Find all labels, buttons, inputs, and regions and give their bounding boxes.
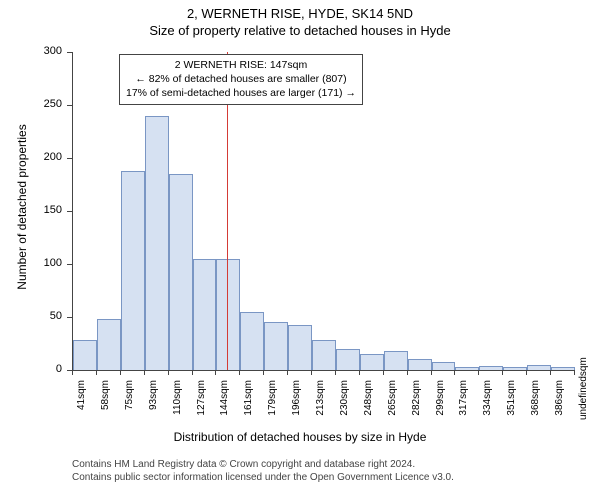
histogram-bar [288, 325, 312, 370]
x-tick-label: 386sqm [554, 380, 565, 420]
x-tick-mark [311, 370, 312, 375]
y-tick-label: 150 [0, 204, 62, 216]
annotation-box: 2 WERNETH RISE: 147sqm← 82% of detached … [119, 54, 363, 105]
x-tick-mark [168, 370, 169, 375]
x-tick-mark [72, 370, 73, 375]
histogram-bar [432, 362, 456, 370]
x-tick-label: 179sqm [267, 380, 278, 420]
histogram-bar [216, 259, 240, 370]
histogram-bar [97, 319, 121, 370]
footnote: Contains HM Land Registry data © Crown c… [72, 458, 454, 484]
histogram-bar [479, 366, 503, 370]
x-tick-label: 144sqm [219, 380, 230, 420]
x-tick-label: 299sqm [435, 380, 446, 420]
histogram-bar [503, 367, 527, 370]
y-tick-mark [67, 264, 72, 265]
annotation-line: 2 WERNETH RISE: 147sqm [126, 58, 356, 72]
annotation-line: ← 82% of detached houses are smaller (80… [126, 72, 356, 86]
x-tick-mark [239, 370, 240, 375]
footnote-line-1: Contains HM Land Registry data © Crown c… [72, 458, 454, 471]
x-tick-label: 161sqm [243, 380, 254, 420]
x-tick-mark [502, 370, 503, 375]
y-tick-label: 200 [0, 151, 62, 163]
chart-title: 2, WERNETH RISE, HYDE, SK14 5ND [0, 0, 600, 21]
histogram-bar [360, 354, 384, 370]
histogram-bar [527, 365, 551, 370]
x-axis-label: Distribution of detached houses by size … [0, 430, 600, 444]
y-tick-label: 50 [0, 310, 62, 322]
x-tick-label: 265sqm [387, 380, 398, 420]
x-tick-label: 110sqm [172, 380, 183, 420]
x-tick-label: 75sqm [124, 380, 135, 420]
x-tick-mark [287, 370, 288, 375]
y-tick-label: 300 [0, 45, 62, 57]
histogram-bar [336, 349, 360, 370]
x-tick-label: 368sqm [530, 380, 541, 420]
footnote-line-2: Contains public sector information licen… [72, 471, 454, 484]
y-tick-label: 100 [0, 257, 62, 269]
x-tick-mark [550, 370, 551, 375]
histogram-bar [145, 116, 169, 370]
x-tick-label: 230sqm [339, 380, 350, 420]
y-tick-mark [67, 52, 72, 53]
histogram-bar [551, 367, 575, 370]
x-tick-label: 93sqm [148, 380, 159, 420]
x-tick-mark [335, 370, 336, 375]
histogram-bar [169, 174, 193, 370]
y-tick-mark [67, 105, 72, 106]
x-tick-mark [478, 370, 479, 375]
x-tick-label: 317sqm [458, 380, 469, 420]
x-tick-label: 282sqm [411, 380, 422, 420]
histogram-bar [384, 351, 408, 370]
plot-area: 2 WERNETH RISE: 147sqm← 82% of detached … [72, 52, 575, 371]
x-tick-mark [383, 370, 384, 375]
y-tick-label: 250 [0, 98, 62, 110]
histogram-bar [73, 340, 97, 370]
histogram-bar [264, 322, 288, 370]
chart-subtitle: Size of property relative to detached ho… [0, 23, 600, 38]
x-tick-label: 127sqm [196, 380, 207, 420]
x-tick-mark [215, 370, 216, 375]
x-tick-label: 248sqm [363, 380, 374, 420]
histogram-bar [312, 340, 336, 370]
x-tick-label: 196sqm [291, 380, 302, 420]
x-tick-label: 351sqm [506, 380, 517, 420]
y-tick-mark [67, 158, 72, 159]
x-tick-mark [359, 370, 360, 375]
chart-container: 2, WERNETH RISE, HYDE, SK14 5ND Size of … [0, 0, 600, 500]
x-tick-mark [574, 370, 575, 375]
y-tick-mark [67, 211, 72, 212]
x-tick-mark [144, 370, 145, 375]
x-tick-mark [96, 370, 97, 375]
histogram-bar [121, 171, 145, 370]
histogram-bar [193, 259, 217, 370]
histogram-bar [240, 312, 264, 370]
y-tick-label: 0 [0, 363, 62, 375]
annotation-line: 17% of semi-detached houses are larger (… [126, 86, 356, 100]
x-tick-mark [263, 370, 264, 375]
x-tick-mark [407, 370, 408, 375]
y-tick-mark [67, 317, 72, 318]
x-tick-mark [192, 370, 193, 375]
x-tick-mark [120, 370, 121, 375]
x-tick-mark [526, 370, 527, 375]
x-tick-label: 58sqm [100, 380, 111, 420]
x-tick-label: undefinedsqm [578, 380, 589, 420]
x-tick-mark [454, 370, 455, 375]
histogram-bar [455, 367, 479, 370]
x-tick-label: 213sqm [315, 380, 326, 420]
x-tick-mark [431, 370, 432, 375]
histogram-bar [408, 359, 432, 370]
x-tick-label: 41sqm [76, 380, 87, 420]
x-tick-label: 334sqm [482, 380, 493, 420]
